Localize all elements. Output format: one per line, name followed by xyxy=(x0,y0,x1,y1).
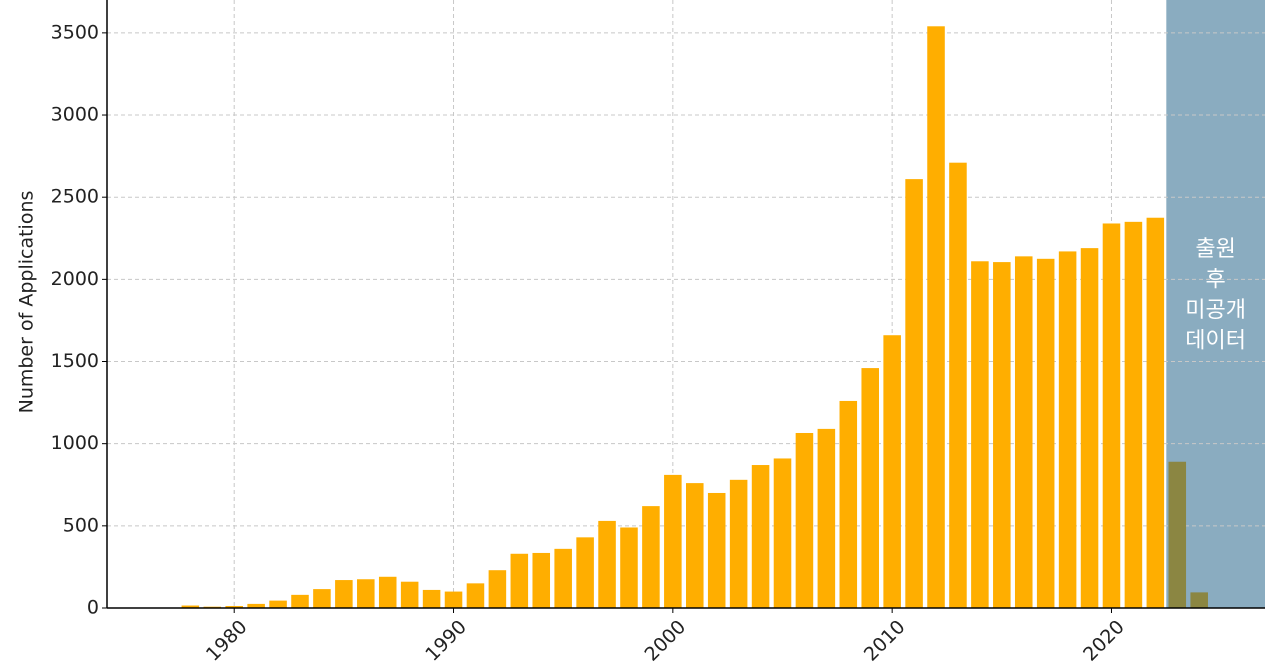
bar xyxy=(927,26,945,609)
bar xyxy=(861,368,879,608)
y-tick-label: 1500 xyxy=(51,350,99,372)
bar xyxy=(1146,217,1165,608)
bar xyxy=(444,591,463,608)
unpublished-label: 출원 xyxy=(1195,237,1235,262)
bar xyxy=(773,458,792,608)
bar xyxy=(751,465,770,608)
bar xyxy=(817,428,836,608)
bar xyxy=(883,335,901,608)
bar xyxy=(620,527,638,608)
bar xyxy=(1080,248,1099,608)
bar xyxy=(291,594,309,608)
bar xyxy=(225,606,243,608)
bar xyxy=(686,483,704,608)
bar xyxy=(400,581,419,608)
bar xyxy=(729,479,748,608)
bar xyxy=(1190,592,1208,608)
bar xyxy=(335,580,353,608)
bar xyxy=(905,179,923,608)
bar xyxy=(247,603,265,608)
bar xyxy=(1124,221,1143,609)
y-tick-label: 2500 xyxy=(51,186,99,208)
bar xyxy=(839,400,858,608)
y-tick-label: 0 xyxy=(87,597,99,619)
y-tick-label: 1000 xyxy=(51,432,99,454)
bar xyxy=(532,552,551,608)
bar xyxy=(466,583,485,608)
x-tick-label: 2000 xyxy=(641,616,691,666)
y-tick-label: 2000 xyxy=(51,268,99,290)
bar xyxy=(269,600,287,608)
y-tick-label: 500 xyxy=(63,514,99,536)
bar xyxy=(1168,461,1187,608)
bar xyxy=(422,589,441,608)
bar xyxy=(664,474,682,608)
bar xyxy=(357,579,375,608)
x-tick-label: 1980 xyxy=(202,616,252,666)
bar xyxy=(707,492,726,608)
y-axis-label: Number of Applications xyxy=(16,191,38,414)
y-tick-label: 3000 xyxy=(51,104,99,126)
bar xyxy=(554,548,572,608)
bar xyxy=(181,605,200,608)
bar xyxy=(993,262,1011,608)
unpublished-label: 미공개 xyxy=(1185,298,1246,323)
bar xyxy=(313,589,331,608)
bar xyxy=(795,432,814,608)
x-tick-label: 2010 xyxy=(860,616,910,666)
bar xyxy=(378,576,397,608)
unpublished-label: 후 xyxy=(1206,268,1226,293)
bar xyxy=(488,570,507,608)
bar xyxy=(576,537,594,608)
unpublished-label: 데이터 xyxy=(1185,329,1246,354)
y-tick-label: 3500 xyxy=(51,21,99,43)
bar xyxy=(949,162,967,608)
x-tick-label: 2020 xyxy=(1079,616,1129,666)
bar xyxy=(1102,223,1121,608)
bar xyxy=(642,506,660,608)
bar xyxy=(510,553,529,608)
bar xyxy=(971,261,989,608)
bar xyxy=(1014,256,1033,608)
x-tick-label: 1990 xyxy=(421,616,471,666)
bar xyxy=(1036,258,1055,608)
bar xyxy=(1058,251,1077,609)
bar xyxy=(598,520,616,608)
